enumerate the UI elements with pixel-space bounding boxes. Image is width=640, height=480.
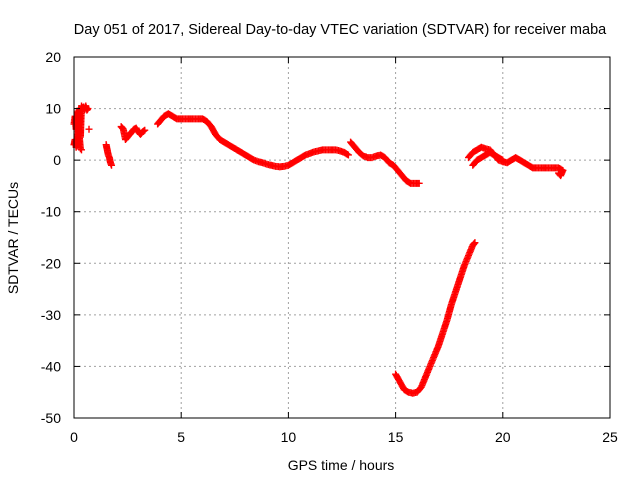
data-layer — [70, 102, 567, 397]
x-tick-label: 10 — [281, 429, 297, 445]
chart-title: Day 051 of 2017, Sidereal Day-to-day VTE… — [74, 22, 607, 38]
data-point — [108, 161, 116, 169]
y-tick-label: 0 — [53, 152, 61, 168]
x-axis-label: GPS time / hours — [288, 457, 395, 473]
y-tick-label: -20 — [41, 255, 61, 271]
plus-marker — [85, 125, 93, 133]
y-tick-label: -30 — [41, 307, 61, 323]
data-point — [499, 156, 507, 164]
data-point — [141, 126, 149, 134]
plus-marker — [415, 179, 423, 187]
y-tick-label: 10 — [45, 101, 61, 117]
x-tick-label: 0 — [70, 429, 78, 445]
y-axis-label: SDTVAR / TECUs — [5, 182, 21, 294]
x-tick-label: 25 — [602, 429, 618, 445]
plot-border — [73, 56, 611, 419]
plus-marker — [470, 240, 478, 248]
plus-marker — [78, 146, 86, 154]
x-tick-label: 5 — [177, 429, 185, 445]
plus-marker — [84, 105, 92, 113]
plus-marker — [76, 145, 84, 153]
data-point — [470, 240, 478, 248]
y-tick-label: -10 — [41, 204, 61, 220]
plus-marker — [140, 127, 148, 135]
data-point — [415, 179, 423, 187]
data-point — [344, 151, 352, 159]
data-point — [78, 146, 86, 154]
tick-layer: 0 5 10 15 20 25 20 10 0 -10 -20 -30 -40 -50 — [41, 49, 618, 445]
plus-marker — [471, 239, 479, 247]
data-point — [85, 125, 93, 133]
plus-marker — [108, 161, 116, 169]
x-tick-label: 20 — [495, 429, 511, 445]
data-point — [559, 166, 567, 174]
data-point — [471, 239, 479, 247]
y-tick-label: 20 — [45, 49, 61, 65]
plus-marker — [559, 166, 567, 174]
y-tick-label: -40 — [41, 358, 61, 374]
plus-marker — [344, 151, 352, 159]
plus-marker — [499, 156, 507, 164]
data-point — [76, 145, 84, 153]
data-point — [140, 127, 148, 135]
plus-marker — [141, 126, 149, 134]
y-tick-label: -50 — [41, 410, 61, 426]
x-tick-label: 15 — [388, 429, 404, 445]
data-point — [84, 105, 92, 113]
